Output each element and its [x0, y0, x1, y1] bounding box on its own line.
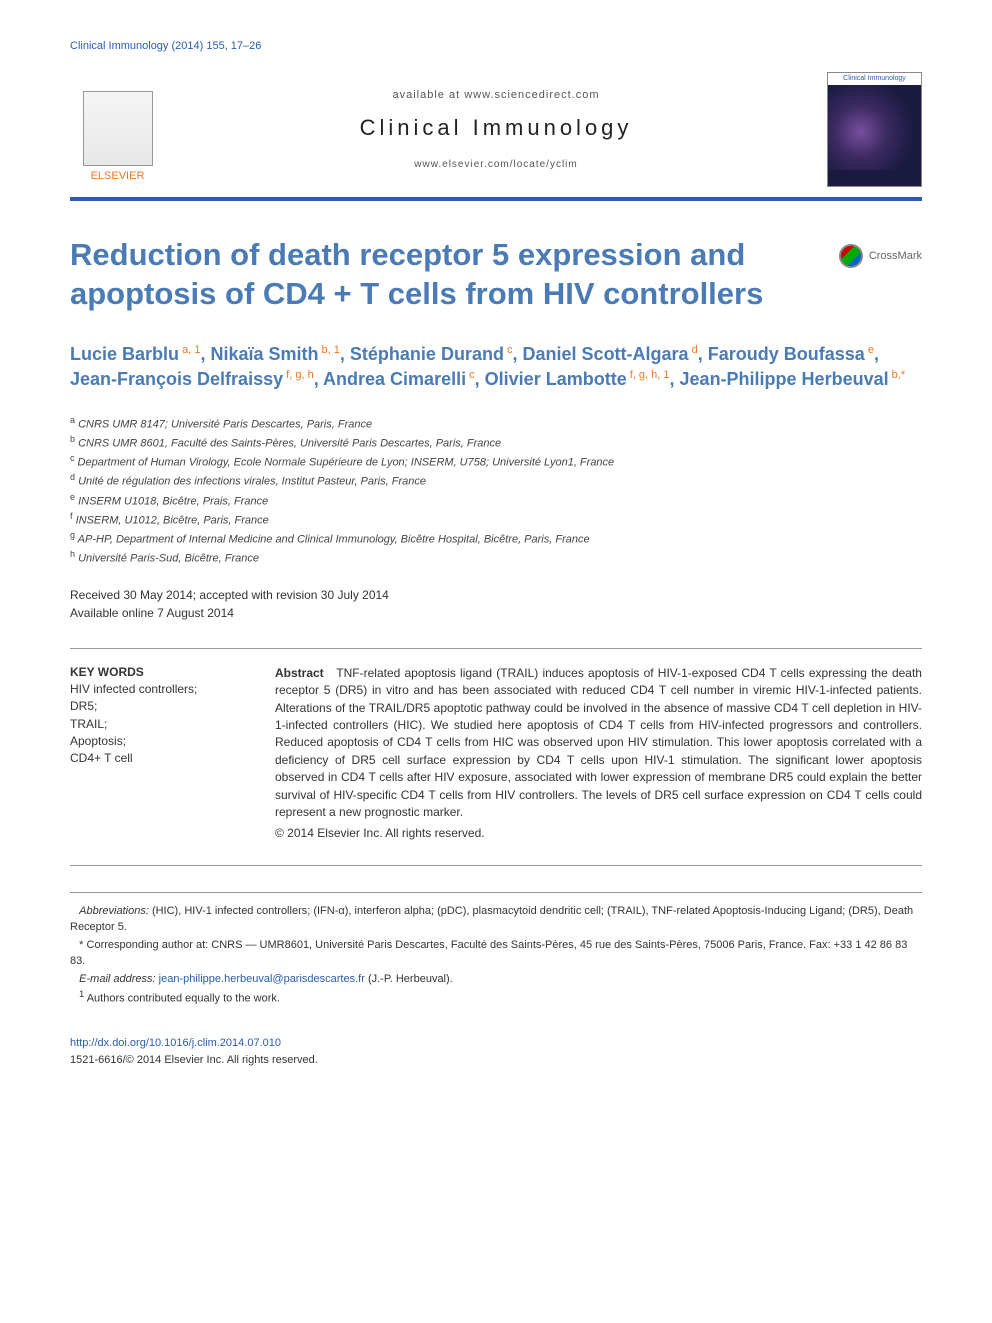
journal-cover-thumbnail: Clinical Immunology: [827, 72, 922, 187]
keyword-item: DR5;: [70, 698, 245, 715]
abstract-column: Abstract TNF-related apoptosis ligand (T…: [275, 665, 922, 843]
affiliation: g AP-HP, Department of Internal Medicine…: [70, 529, 922, 548]
abstract-block: KEY WORDS HIV infected controllers;DR5;T…: [70, 648, 922, 866]
author-affiliation-sup: b, 1: [319, 344, 340, 356]
corresponding-footnote: * Corresponding author at: CNRS — UMR860…: [70, 937, 922, 970]
keyword-item: Apoptosis;: [70, 733, 245, 750]
affiliation: a CNRS UMR 8147; Université Paris Descar…: [70, 414, 922, 433]
journal-masthead: ELSEVIER available at www.sciencedirect.…: [70, 72, 922, 201]
affiliation-sup: d: [70, 472, 75, 482]
email-label: E-mail address:: [79, 973, 155, 985]
keywords-heading: KEY WORDS: [70, 665, 245, 679]
abbreviations-footnote: Abbreviations: (HIC), HIV-1 infected con…: [70, 903, 922, 936]
keyword-item: CD4+ T cell: [70, 750, 245, 767]
crossmark-badge[interactable]: CrossMark: [839, 236, 922, 268]
author-affiliation-sup: c: [504, 344, 513, 356]
affiliation-sup: b: [70, 434, 75, 444]
author: Daniel Scott-Algara d: [523, 344, 698, 364]
author: Jean-Philippe Herbeuval b,*: [680, 369, 906, 389]
masthead-center: available at www.sciencedirect.com Clini…: [185, 89, 807, 170]
affiliation: f INSERM, U1012, Bicêtre, Paris, France: [70, 510, 922, 529]
online-date: Available online 7 August 2014: [70, 605, 922, 622]
affiliation-sup: h: [70, 549, 75, 559]
cover-title: Clinical Immunology: [828, 73, 921, 85]
equal-contrib-marker: 1: [79, 989, 84, 999]
affiliation-sup: a: [70, 415, 75, 425]
article-page: Clinical Immunology (2014) 155, 17–26 EL…: [0, 0, 992, 1118]
author-list: Lucie Barblu a, 1, Nikaïa Smith b, 1, St…: [70, 342, 922, 392]
author: Faroudy Boufassa e: [708, 344, 874, 364]
keyword-item: HIV infected controllers;: [70, 681, 245, 698]
affiliation: e INSERM U1018, Bicêtre, Prais, France: [70, 491, 922, 510]
author-affiliation-sup: d: [689, 344, 698, 356]
abbreviations-label: Abbreviations:: [79, 905, 149, 917]
email-person: (J.-P. Herbeuval).: [368, 973, 453, 985]
affiliation-sup: f: [70, 511, 73, 521]
author: Nikaïa Smith b, 1: [210, 344, 339, 364]
crossmark-icon: [839, 244, 863, 268]
crossmark-label: CrossMark: [869, 250, 922, 262]
affiliation-list: a CNRS UMR 8147; Université Paris Descar…: [70, 414, 922, 567]
author: Andrea Cimarelli c: [323, 369, 475, 389]
publisher-logo: ELSEVIER: [70, 77, 165, 182]
affiliation: h Université Paris-Sud, Bicêtre, France: [70, 548, 922, 567]
journal-homepage-link[interactable]: www.elsevier.com/locate/yclim: [185, 159, 807, 170]
corresponding-text: Corresponding author at: CNRS — UMR8601,…: [70, 939, 907, 968]
affiliation-sup: g: [70, 530, 75, 540]
abstract-label: Abstract: [275, 666, 324, 680]
author: Lucie Barblu a, 1: [70, 344, 200, 364]
page-footer: http://dx.doi.org/10.1016/j.clim.2014.07…: [70, 1035, 922, 1068]
author-affiliation-sup: f, g, h: [283, 369, 314, 381]
author: Jean-François Delfraissy f, g, h: [70, 369, 314, 389]
equal-contrib-footnote: 1 Authors contributed equally to the wor…: [70, 988, 922, 1007]
abstract-copyright: © 2014 Elsevier Inc. All rights reserved…: [275, 825, 922, 842]
doi-link[interactable]: http://dx.doi.org/10.1016/j.clim.2014.07…: [70, 1035, 922, 1052]
received-date: Received 30 May 2014; accepted with revi…: [70, 587, 922, 604]
author-affiliation-sup: b,*: [889, 369, 906, 381]
running-header: Clinical Immunology (2014) 155, 17–26: [70, 40, 922, 52]
corresponding-marker: *: [79, 939, 83, 951]
author-affiliation-sup: c: [466, 369, 475, 381]
available-at-text: available at www.sciencedirect.com: [185, 89, 807, 101]
masthead-row: ELSEVIER available at www.sciencedirect.…: [70, 72, 922, 187]
issn-copyright: 1521-6616/© 2014 Elsevier Inc. All right…: [70, 1052, 922, 1069]
elsevier-tree-icon: [83, 91, 153, 166]
cover-art: [828, 85, 921, 170]
title-row: Reduction of death receptor 5 expression…: [70, 236, 922, 342]
journal-name: Clinical Immunology: [185, 115, 807, 141]
author: Olivier Lambotte f, g, h, 1: [485, 369, 670, 389]
keywords-column: KEY WORDS HIV infected controllers;DR5;T…: [70, 665, 245, 843]
equal-contrib-text: Authors contributed equally to the work.: [87, 993, 280, 1005]
article-title: Reduction of death receptor 5 expression…: [70, 236, 809, 314]
keyword-item: TRAIL;: [70, 716, 245, 733]
affiliation-sup: c: [70, 453, 75, 463]
abstract-text: TNF-related apoptosis ligand (TRAIL) ind…: [275, 666, 922, 819]
publisher-logo-text: ELSEVIER: [91, 170, 145, 182]
affiliation: b CNRS UMR 8601, Faculté des Saints-Père…: [70, 433, 922, 452]
abbreviations-text: (HIC), HIV-1 infected controllers; (IFN-…: [70, 905, 913, 934]
author-affiliation-sup: a, 1: [179, 344, 200, 356]
author-affiliation-sup: e: [865, 344, 874, 356]
affiliation: d Unité de régulation des infections vir…: [70, 471, 922, 490]
email-footnote: E-mail address: jean-philippe.herbeuval@…: [70, 971, 922, 988]
author-affiliation-sup: f, g, h, 1: [627, 369, 670, 381]
affiliation: c Department of Human Virology, Ecole No…: [70, 452, 922, 471]
author: Stéphanie Durand c: [350, 344, 513, 364]
footnote-block: Abbreviations: (HIC), HIV-1 infected con…: [70, 892, 922, 1008]
affiliation-sup: e: [70, 492, 75, 502]
article-dates: Received 30 May 2014; accepted with revi…: [70, 587, 922, 622]
corresponding-email-link[interactable]: jean-philippe.herbeuval@parisdescartes.f…: [159, 973, 365, 985]
